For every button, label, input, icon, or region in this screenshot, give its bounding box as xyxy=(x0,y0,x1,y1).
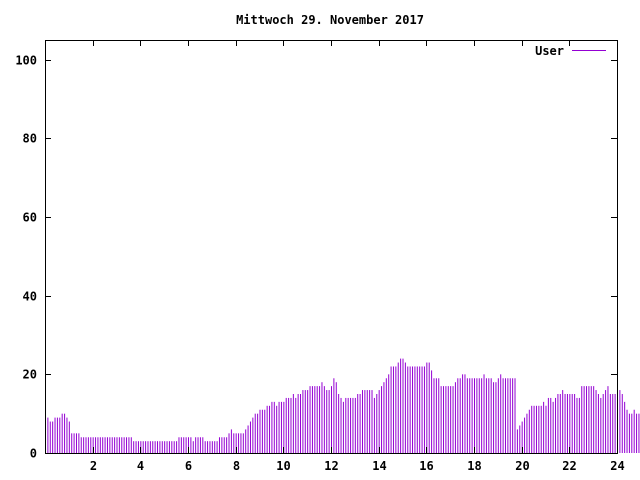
x-tick-label-22: 22 xyxy=(562,459,576,473)
x-tick-label-24: 24 xyxy=(610,459,624,473)
x-tick-label-10: 10 xyxy=(276,459,290,473)
y-tick-label-40: 40 xyxy=(23,290,37,304)
chart-title: Mittwoch 29. November 2017 xyxy=(236,13,424,27)
x-tick-label-12: 12 xyxy=(324,459,338,473)
x-tick-label-8: 8 xyxy=(233,459,240,473)
bars-layer xyxy=(45,358,640,453)
x-tick-label-4: 4 xyxy=(137,459,144,473)
y-tick-label-0: 0 xyxy=(30,447,37,461)
x-tick-label-20: 20 xyxy=(515,459,529,473)
x-tick-label-16: 16 xyxy=(419,459,433,473)
x-tick-label-14: 14 xyxy=(372,459,386,473)
y-tick-label-20: 20 xyxy=(23,368,37,382)
y-tick-label-100: 100 xyxy=(15,54,37,68)
legend: User xyxy=(535,44,606,58)
y-tick-label-60: 60 xyxy=(23,211,37,225)
x-tick-label-2: 2 xyxy=(90,459,97,473)
x-tick-label-6: 6 xyxy=(185,459,192,473)
x-tick-label-18: 18 xyxy=(467,459,481,473)
y-tick-label-80: 80 xyxy=(23,132,37,146)
legend-label-user: User xyxy=(535,44,564,58)
